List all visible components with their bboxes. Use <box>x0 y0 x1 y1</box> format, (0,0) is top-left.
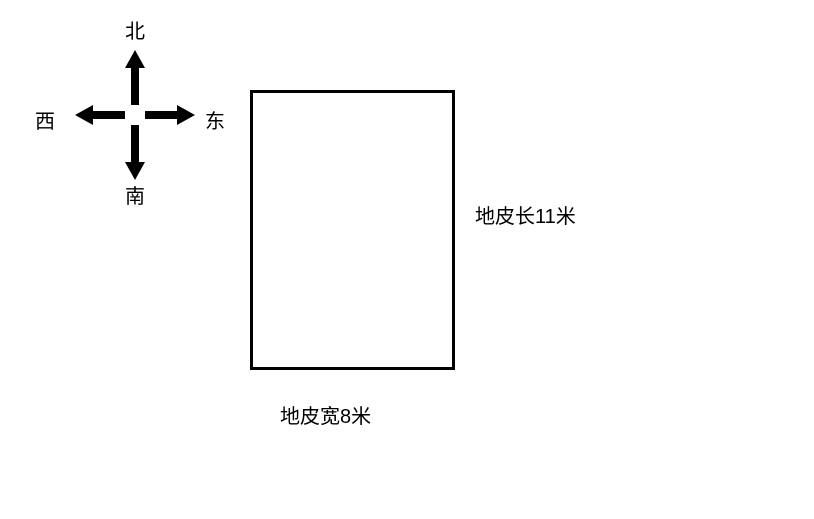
land-rectangle <box>250 90 455 370</box>
compass-north-label: 北 <box>125 15 145 44</box>
width-dimension-label: 地皮宽8米 <box>280 400 371 429</box>
height-dimension-label: 地皮长11米 <box>475 200 576 229</box>
compass: 北 南 西 东 <box>30 15 230 205</box>
compass-south-label: 南 <box>125 180 145 209</box>
compass-west-label: 西 <box>35 105 55 134</box>
compass-east-label: 东 <box>205 105 225 134</box>
compass-arrows-icon <box>75 50 195 180</box>
